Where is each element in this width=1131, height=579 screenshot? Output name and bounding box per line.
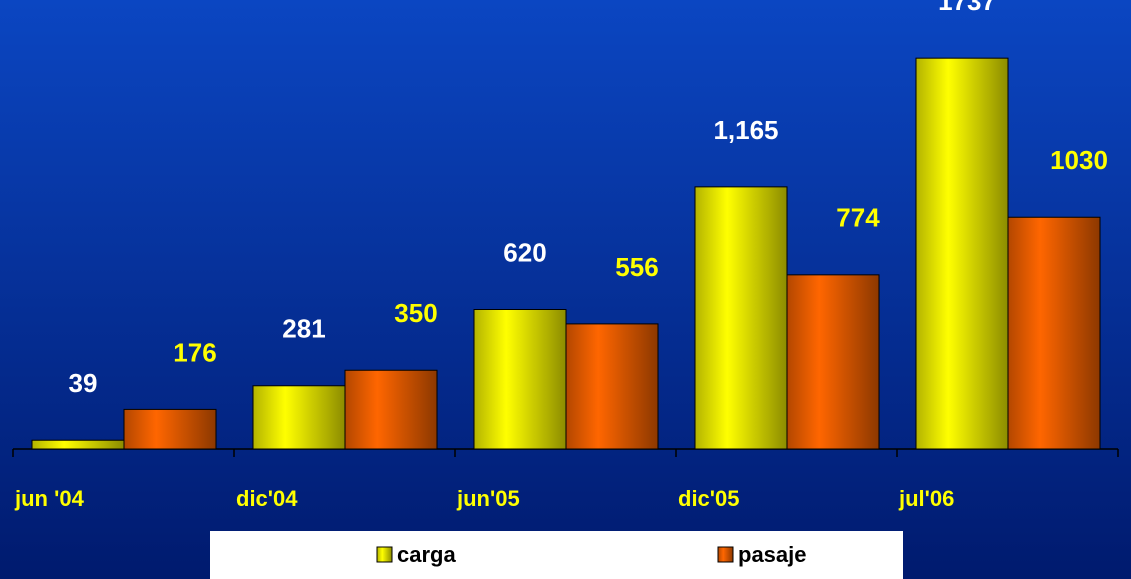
bar	[123, 408, 217, 450]
x-tick-label: jun'05	[456, 486, 520, 511]
value-label: 176	[173, 337, 216, 367]
bar	[915, 57, 1009, 450]
legend-swatch	[376, 546, 393, 563]
bar	[565, 323, 659, 450]
value-label: 620	[503, 237, 546, 267]
value-label: 1,165	[713, 115, 778, 145]
x-tick-label: jul'06	[898, 486, 954, 511]
bar	[473, 309, 567, 450]
x-tick-label: dic'04	[236, 486, 298, 511]
value-label: 350	[394, 298, 437, 328]
x-tick-label: dic'05	[678, 486, 740, 511]
value-label: 556	[615, 252, 658, 282]
legend-label: carga	[397, 542, 456, 567]
bar	[786, 274, 880, 450]
value-label: 1030	[1050, 145, 1108, 175]
legend-label: pasaje	[738, 542, 807, 567]
bar	[31, 439, 125, 450]
bar	[1007, 216, 1101, 450]
legend-box	[210, 531, 903, 579]
value-label: 281	[282, 314, 325, 344]
value-label: 1737	[938, 0, 996, 16]
legend-swatch	[717, 546, 734, 563]
bar	[344, 369, 438, 450]
bar	[694, 186, 788, 450]
bar	[252, 385, 346, 450]
value-label: 39	[69, 368, 98, 398]
x-tick-label: jun '04	[14, 486, 85, 511]
value-label: 774	[836, 203, 880, 233]
